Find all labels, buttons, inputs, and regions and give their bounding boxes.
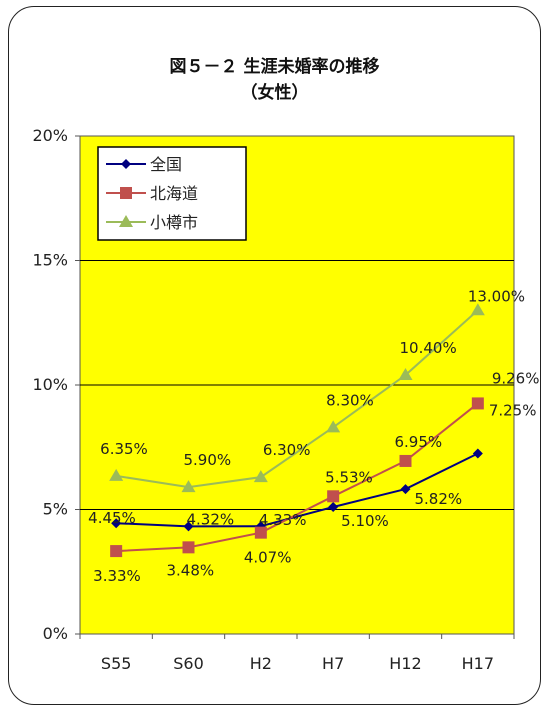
series-line-1 bbox=[116, 402, 479, 553]
y-tick-label: 15% bbox=[32, 251, 68, 270]
data-point bbox=[326, 420, 341, 433]
data-label: 4.32% bbox=[187, 510, 235, 528]
data-label: 6.95% bbox=[395, 433, 443, 451]
data-label: 5.82% bbox=[415, 490, 463, 508]
data-point bbox=[327, 490, 340, 503]
x-tick-label: S55 bbox=[101, 654, 132, 673]
data-point bbox=[109, 468, 124, 481]
data-label: 4.33% bbox=[259, 511, 307, 529]
data-point bbox=[181, 480, 196, 493]
data-point bbox=[182, 541, 195, 554]
data-label: 5.10% bbox=[341, 512, 389, 530]
data-label: 3.33% bbox=[93, 567, 141, 585]
y-tick-label: 10% bbox=[32, 375, 68, 394]
chart-subtitle: （女性） bbox=[240, 83, 309, 103]
series-line-0 bbox=[116, 452, 479, 528]
y-tick-label: 5% bbox=[43, 500, 68, 519]
data-label: 4.07% bbox=[244, 549, 292, 567]
y-tick-label: 0% bbox=[43, 624, 68, 643]
x-tick-label: H7 bbox=[322, 654, 344, 673]
legend-marker bbox=[119, 215, 133, 227]
y-tick-label: 20% bbox=[32, 126, 68, 145]
data-point bbox=[111, 518, 122, 529]
x-tick-label: H17 bbox=[462, 654, 494, 673]
data-label: 3.48% bbox=[167, 561, 215, 579]
legend-marker bbox=[121, 159, 131, 169]
data-point bbox=[254, 526, 267, 539]
x-tick-label: H2 bbox=[250, 654, 272, 673]
x-tick-label: H12 bbox=[389, 654, 421, 673]
data-label: 5.90% bbox=[184, 451, 232, 469]
data-label: 9.26% bbox=[492, 369, 540, 387]
data-point bbox=[471, 397, 484, 410]
data-point bbox=[470, 303, 485, 316]
legend-label: 小樽市 bbox=[150, 213, 198, 232]
data-label: 6.35% bbox=[100, 440, 148, 458]
data-point bbox=[110, 545, 123, 558]
data-point bbox=[328, 502, 339, 513]
legend-label: 北海道 bbox=[150, 184, 198, 203]
data-point bbox=[253, 470, 268, 483]
data-point bbox=[400, 484, 411, 495]
data-label: 13.00% bbox=[468, 287, 525, 305]
legend-marker bbox=[120, 187, 132, 199]
legend-label: 全国 bbox=[150, 155, 182, 174]
x-tick-label: S60 bbox=[173, 654, 204, 673]
data-point bbox=[398, 368, 413, 381]
data-label: 4.45% bbox=[88, 509, 136, 527]
data-point bbox=[183, 521, 194, 532]
chart-title: 図５－２ 生涯未婚率の推移 bbox=[169, 57, 380, 77]
data-label: 5.53% bbox=[325, 468, 373, 486]
data-point bbox=[472, 448, 483, 459]
data-label: 8.30% bbox=[326, 391, 374, 409]
series-line-2 bbox=[116, 309, 479, 489]
data-label: 7.25% bbox=[489, 401, 537, 419]
data-label: 10.40% bbox=[400, 339, 457, 357]
data-point bbox=[399, 454, 412, 467]
data-label: 6.30% bbox=[263, 441, 311, 459]
